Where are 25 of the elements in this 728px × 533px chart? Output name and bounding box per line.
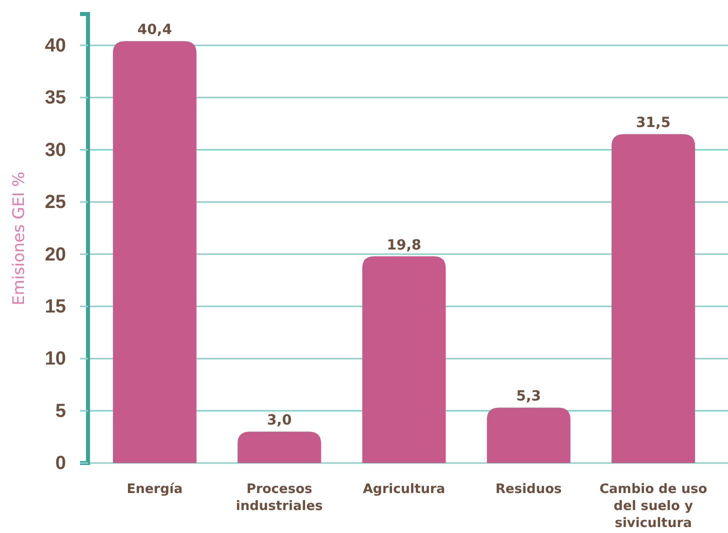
y-tick-label: 20 <box>44 244 66 266</box>
bar <box>112 41 196 463</box>
y-axis-title: Emisiones GEI % <box>9 172 28 306</box>
x-tick-label: Residuos <box>496 482 562 497</box>
x-tick-label: Procesos industriales <box>236 482 324 514</box>
x-tick-label: Energía <box>126 482 183 497</box>
bar <box>612 134 696 463</box>
data-label: 5,3 <box>516 388 542 405</box>
y-tick-label: 30 <box>44 140 66 161</box>
y-tick-label: 40 <box>44 35 66 56</box>
bar <box>238 432 322 463</box>
data-label: 31,5 <box>636 115 671 132</box>
data-label: 19,8 <box>386 237 422 254</box>
y-tick-label: 5 <box>55 400 66 422</box>
x-tick-label: Agricultura <box>362 482 446 497</box>
data-label: 3,0 <box>266 412 292 429</box>
x-tick-label: Cambio de uso del suelo y sivicultura <box>599 482 708 531</box>
y-tick-label: 10 <box>44 348 66 370</box>
bar <box>362 256 446 463</box>
data-label: 40,4 <box>137 22 172 38</box>
bar <box>486 408 570 463</box>
y-tick-label: 15 <box>44 296 66 318</box>
y-tick-label: 35 <box>44 88 66 109</box>
y-tick-label: 25 <box>44 192 66 214</box>
y-tick-label: 0 <box>55 453 66 474</box>
